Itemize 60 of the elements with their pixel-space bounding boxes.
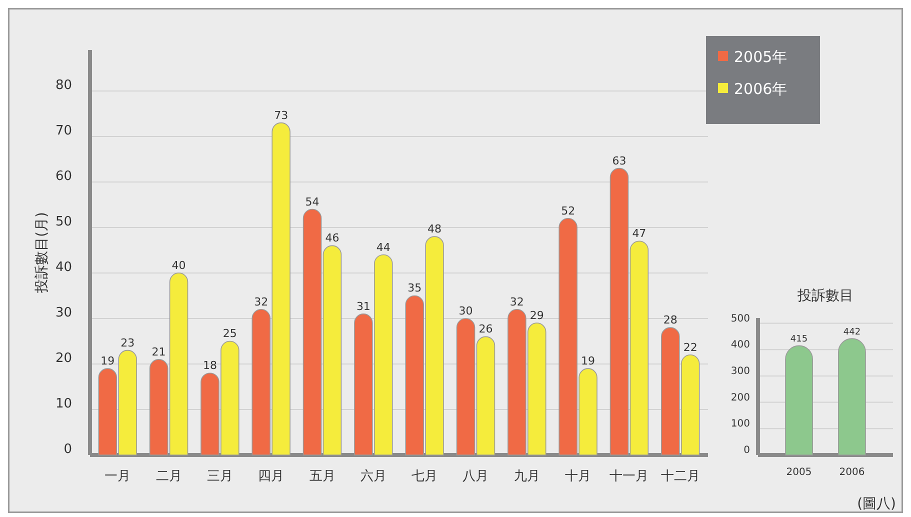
chart-title: 投訴數目 — [796, 288, 854, 304]
data-label: 29 — [530, 309, 544, 322]
y-tick-label: 0 — [744, 445, 750, 456]
data-label: 18 — [202, 359, 217, 372]
data-label: 47 — [632, 227, 646, 240]
data-label: 48 — [428, 222, 442, 236]
x-tick-label: 十月 — [565, 469, 592, 484]
y-tick-label: 40 — [55, 260, 72, 275]
legend-label: 2006年 — [734, 80, 788, 98]
data-label: 19 — [100, 354, 115, 368]
data-label: 19 — [581, 354, 596, 368]
data-label: 28 — [663, 314, 678, 327]
data-label: 52 — [561, 204, 576, 218]
data-label: 35 — [408, 282, 422, 295]
data-label: 22 — [683, 340, 698, 354]
x-tick-label: 八月 — [462, 469, 489, 484]
data-label: 32 — [510, 295, 524, 308]
data-label: 23 — [120, 336, 135, 350]
y-tick-label: 50 — [55, 214, 72, 230]
data-label: 46 — [325, 232, 340, 245]
legend-label: 2005年 — [734, 48, 788, 66]
y-tick-label: 70 — [55, 123, 72, 138]
x-tick-label: 九月 — [514, 469, 540, 484]
y-tick-label: 30 — [55, 305, 72, 320]
data-label: 26 — [478, 322, 493, 336]
y-tick-label: 400 — [730, 340, 750, 351]
x-tick-label: 十一月 — [610, 469, 649, 484]
y-tick-label: 300 — [730, 366, 750, 377]
data-label: 73 — [274, 108, 288, 122]
y-tick-label: 0 — [64, 442, 72, 457]
data-label: 40 — [172, 258, 186, 272]
data-label: 21 — [152, 345, 166, 358]
x-tick-label: 一月 — [104, 469, 131, 484]
x-tick-label: 四月 — [258, 469, 284, 484]
data-label: 32 — [254, 295, 268, 308]
data-label: 442 — [843, 328, 861, 338]
data-label: 415 — [790, 334, 808, 345]
x-tick-label: 2006 — [839, 467, 865, 478]
data-label: 31 — [356, 300, 370, 313]
x-tick-label: 三月 — [206, 469, 233, 484]
data-label: 30 — [458, 304, 473, 318]
y-tick-label: 200 — [730, 392, 750, 404]
y-tick-label: 60 — [55, 168, 72, 184]
x-tick-label: 二月 — [156, 469, 182, 484]
data-label: 44 — [376, 240, 390, 254]
data-label: 63 — [612, 154, 626, 168]
y-axis-title: 投訴數目(月) — [34, 212, 50, 294]
y-tick-label: 100 — [730, 418, 750, 430]
y-tick-label: 20 — [55, 350, 72, 366]
x-tick-label: 七月 — [412, 469, 438, 484]
text: (圖八) — [857, 496, 896, 512]
y-tick-label: 10 — [55, 396, 72, 412]
data-label: 54 — [305, 195, 320, 208]
y-tick-label: 500 — [730, 313, 750, 324]
x-tick-label: 2005 — [786, 467, 812, 478]
x-tick-label: 五月 — [309, 469, 336, 484]
x-tick-label: 六月 — [360, 469, 386, 484]
data-label: 25 — [222, 327, 237, 340]
x-tick-label: 十二月 — [660, 469, 700, 484]
y-tick-label: 80 — [55, 78, 72, 93]
